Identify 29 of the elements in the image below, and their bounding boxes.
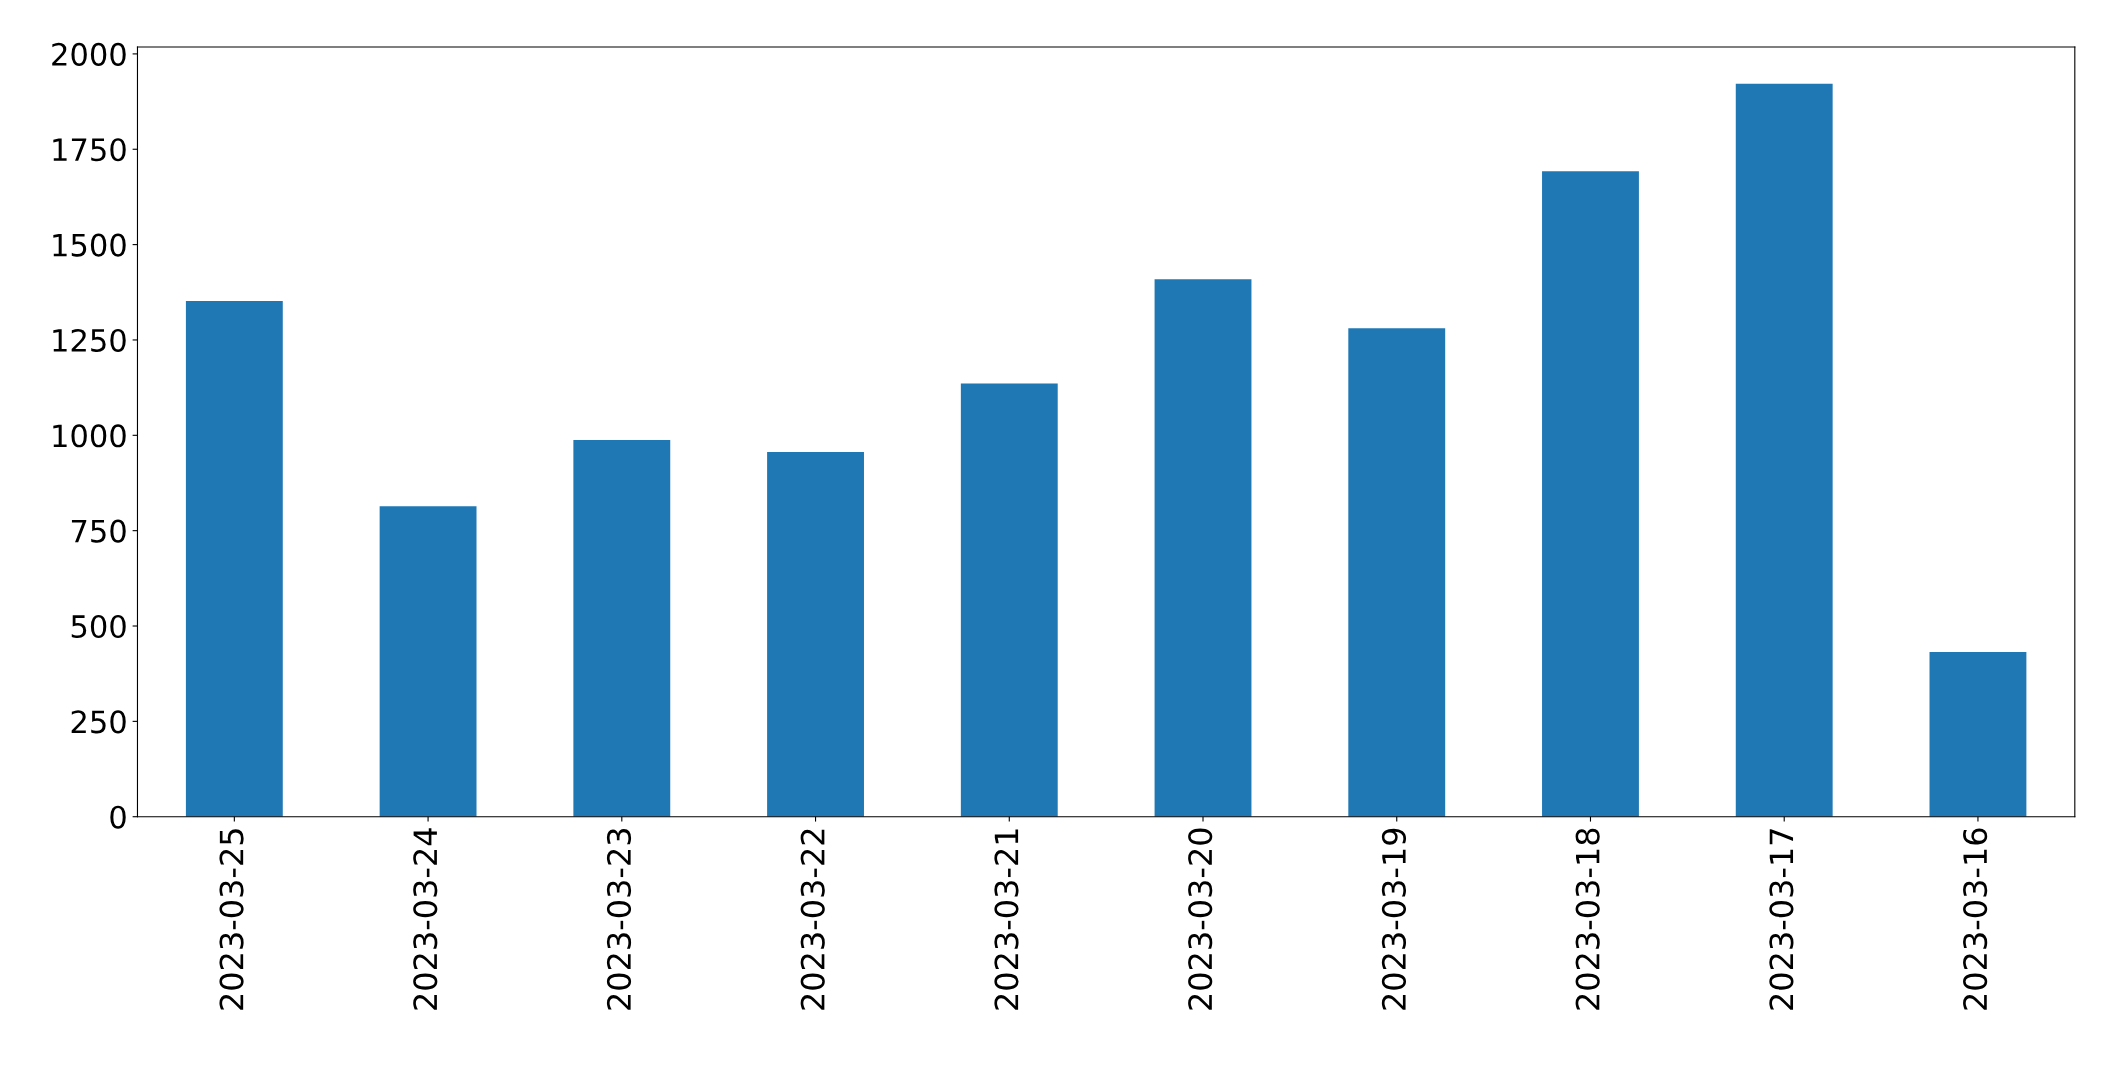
x-tick-label: 2023-03-17 (1769, 829, 1794, 1010)
bar (960, 383, 1058, 817)
y-tick-label: 1750 (53, 138, 126, 162)
x-tick-label: 2023-03-21 (994, 829, 1019, 1010)
y-tick-label: 500 (71, 614, 126, 639)
bar (1348, 328, 1446, 817)
bar (573, 439, 671, 817)
bar (767, 452, 864, 817)
y-tick-label: 750 (71, 519, 126, 543)
bar (185, 301, 283, 817)
y-tick-label: 0 (110, 805, 126, 829)
x-tick-label: 2023-03-16 (1963, 828, 1988, 1010)
y-tick-label: 1000 (53, 424, 126, 448)
x-tick-label: 2023-03-19 (1381, 828, 1407, 1010)
y-tick-label: 1250 (53, 328, 126, 352)
x-tick-label: 2023-03-20 (1188, 828, 1213, 1010)
y-tick-label: 250 (71, 710, 126, 734)
x-tick-label: 2023-03-18 (1575, 828, 1600, 1010)
y-tick-label: 2000 (52, 42, 126, 66)
x-tick-label: 2023-03-24 (413, 828, 438, 1010)
bar (1154, 279, 1252, 817)
bar (379, 506, 477, 817)
bar (1735, 83, 1833, 817)
y-tick-label: 1500 (53, 233, 126, 257)
x-tick-label: 2023-03-25 (219, 829, 244, 1010)
bar (1929, 651, 2027, 817)
x-tick-label: 2023-03-23 (606, 829, 632, 1010)
bar (1542, 171, 1639, 817)
x-tick-label: 2023-03-22 (800, 829, 825, 1010)
